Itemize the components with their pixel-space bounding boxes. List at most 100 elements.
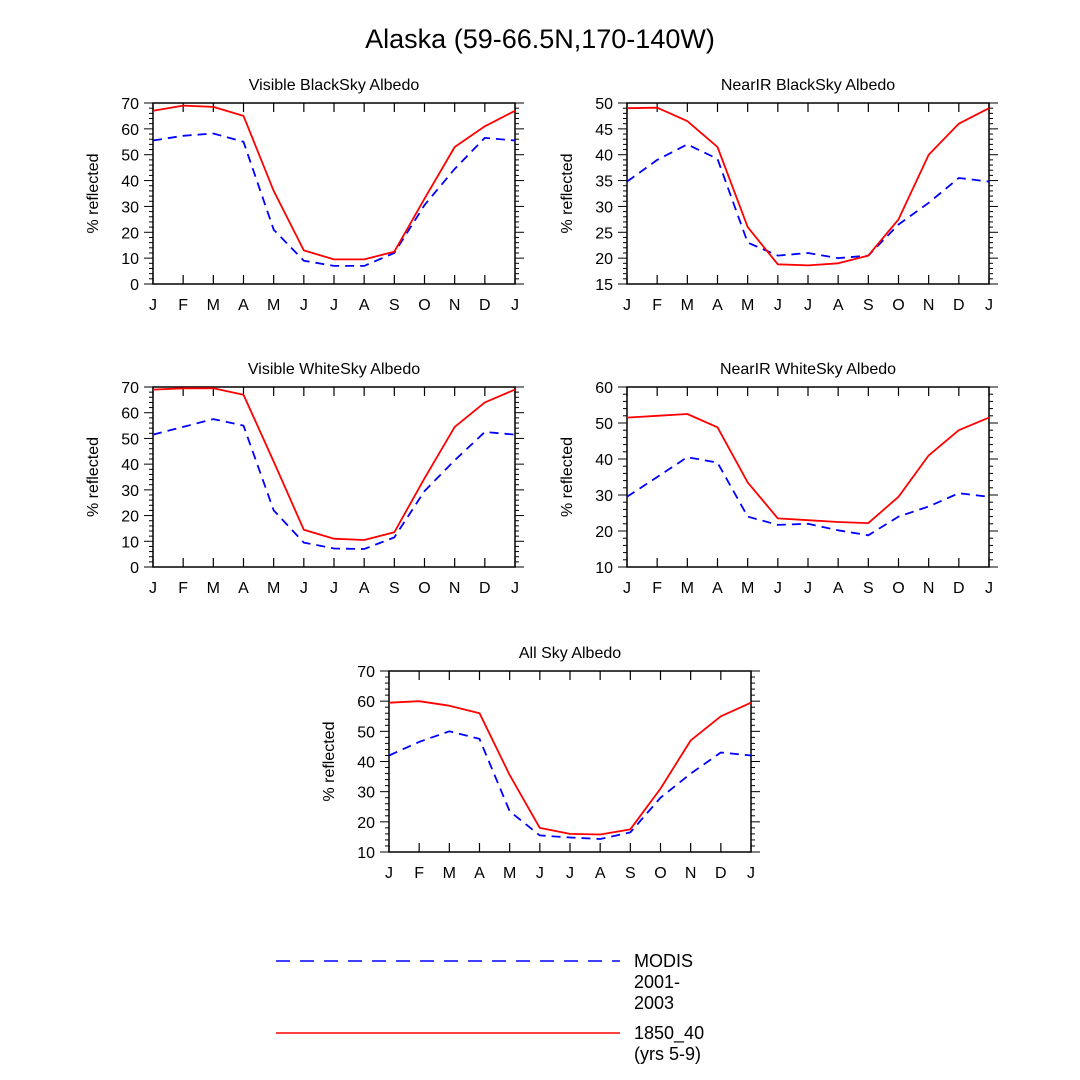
y-tick-label: 20 bbox=[121, 509, 139, 526]
x-tick-label: N bbox=[685, 865, 697, 882]
y-tick-label: 60 bbox=[121, 122, 139, 139]
x-tick-label: J bbox=[985, 297, 993, 314]
x-tick-label: F bbox=[652, 297, 662, 314]
y-tick-label: 10 bbox=[121, 251, 139, 268]
plot-frame bbox=[388, 670, 752, 853]
x-tick-label: N bbox=[449, 580, 461, 597]
x-tick-label: M bbox=[741, 297, 754, 314]
series-line-model bbox=[152, 104, 516, 261]
x-tick-label: M bbox=[207, 297, 220, 314]
y-tick-label: 20 bbox=[595, 251, 613, 268]
x-tick-label: N bbox=[923, 580, 935, 597]
y-tick-label: 20 bbox=[121, 225, 139, 242]
x-tick-label: M bbox=[267, 297, 280, 314]
x-tick-label: M bbox=[207, 580, 220, 597]
x-tick-label: J bbox=[511, 580, 519, 597]
x-tick-label: M bbox=[503, 865, 516, 882]
y-tick-label: 30 bbox=[595, 488, 613, 505]
x-tick-label: J bbox=[536, 865, 544, 882]
y-tick-label: 40 bbox=[121, 457, 139, 474]
series-line-model bbox=[152, 387, 516, 541]
y-tick-label: 35 bbox=[595, 174, 613, 191]
y-axis-label: % reflected bbox=[559, 437, 576, 517]
figure-title: Alaska (59-66.5N,170-140W) bbox=[365, 24, 715, 54]
x-tick-label: J bbox=[149, 297, 157, 314]
panel-title: All Sky Albedo bbox=[519, 645, 621, 662]
x-tick-label: A bbox=[474, 865, 485, 882]
x-tick-label: M bbox=[681, 580, 694, 597]
legend-label-modis: MODIS 2001-2003 bbox=[634, 951, 694, 1013]
x-tick-label: M bbox=[741, 580, 754, 597]
x-tick-label: D bbox=[715, 865, 727, 882]
plot-frame bbox=[152, 386, 516, 568]
x-tick-label: F bbox=[652, 580, 662, 597]
series-line-modis bbox=[152, 418, 516, 550]
x-tick-label: A bbox=[595, 865, 606, 882]
x-tick-label: D bbox=[479, 297, 491, 314]
x-tick-label: J bbox=[566, 865, 574, 882]
panel-title: NearIR WhiteSky Albedo bbox=[720, 361, 896, 378]
y-tick-label: 15 bbox=[595, 277, 613, 294]
x-tick-label: J bbox=[300, 297, 308, 314]
y-tick-label: 70 bbox=[121, 380, 139, 397]
x-tick-label: O bbox=[418, 580, 430, 597]
x-tick-label: F bbox=[178, 580, 188, 597]
plot-frame bbox=[626, 102, 990, 285]
y-tick-label: 50 bbox=[121, 431, 139, 448]
chart-panel-5: J F M A M J J A S O N D J 10 20 30 40 50 60 70 All Sky Albed… bbox=[321, 645, 760, 882]
x-tick-label: J bbox=[804, 297, 812, 314]
x-tick-label: A bbox=[712, 297, 723, 314]
y-tick-label: 30 bbox=[121, 199, 139, 216]
x-tick-label: O bbox=[418, 297, 430, 314]
y-tick-label: 50 bbox=[121, 148, 139, 165]
y-tick-label: 40 bbox=[595, 148, 613, 165]
y-tick-label: 40 bbox=[121, 174, 139, 191]
y-tick-label: 30 bbox=[357, 785, 375, 802]
x-tick-label: D bbox=[953, 580, 965, 597]
x-tick-label: J bbox=[330, 580, 338, 597]
x-tick-label: S bbox=[863, 297, 874, 314]
x-tick-label: F bbox=[414, 865, 424, 882]
plot-frame bbox=[152, 102, 516, 285]
y-tick-label: 20 bbox=[595, 524, 613, 541]
x-tick-label: O bbox=[892, 297, 904, 314]
x-tick-label: J bbox=[330, 297, 338, 314]
x-tick-label: F bbox=[178, 297, 188, 314]
y-tick-label: 45 bbox=[595, 122, 613, 139]
x-tick-label: A bbox=[359, 580, 370, 597]
chart-panel-4: J F M A M J J A S O N D J 10 20 30 40 50 60 NearIR WhiteSky… bbox=[559, 361, 998, 597]
x-tick-label: J bbox=[149, 580, 157, 597]
y-axis-label: % reflected bbox=[85, 437, 102, 517]
y-tick-label: 70 bbox=[357, 664, 375, 681]
panel-title: Visible WhiteSky Albedo bbox=[248, 361, 420, 378]
y-tick-label: 25 bbox=[595, 225, 613, 242]
y-tick-label: 50 bbox=[595, 96, 613, 113]
y-tick-label: 30 bbox=[121, 483, 139, 500]
chart-panel-2: J F M A M J J A S O N D J 15 20 25 30 35 40 45 50 NearIR Blac… bbox=[559, 77, 998, 314]
y-axis-label: % reflected bbox=[85, 153, 102, 233]
x-tick-label: J bbox=[385, 865, 393, 882]
x-tick-label: M bbox=[681, 297, 694, 314]
x-tick-label: J bbox=[985, 580, 993, 597]
y-axis-label: % reflected bbox=[559, 153, 576, 233]
x-tick-label: S bbox=[625, 865, 636, 882]
legend-label-model: 1850_40 (yrs 5-9) bbox=[634, 1023, 705, 1064]
x-tick-label: S bbox=[863, 580, 874, 597]
series-line-modis bbox=[388, 730, 752, 840]
series-line-model bbox=[388, 700, 752, 836]
x-tick-label: A bbox=[833, 580, 844, 597]
y-tick-label: 10 bbox=[121, 534, 139, 551]
x-tick-label: A bbox=[359, 297, 370, 314]
x-tick-label: O bbox=[892, 580, 904, 597]
x-tick-label: M bbox=[443, 865, 456, 882]
panel-title: NearIR BlackSky Albedo bbox=[721, 77, 895, 94]
x-tick-label: J bbox=[774, 580, 782, 597]
x-tick-label: J bbox=[623, 580, 631, 597]
x-tick-label: A bbox=[238, 297, 249, 314]
series-line-model bbox=[626, 106, 990, 267]
y-tick-label: 60 bbox=[595, 380, 613, 397]
x-tick-label: N bbox=[449, 297, 461, 314]
y-tick-label: 0 bbox=[130, 277, 139, 294]
y-tick-label: 50 bbox=[595, 416, 613, 433]
